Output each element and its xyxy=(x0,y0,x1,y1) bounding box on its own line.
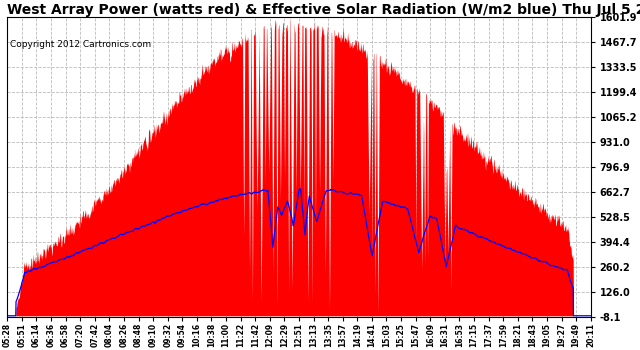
Text: West Array Power (watts red) & Effective Solar Radiation (W/m2 blue) Thu Jul 5 2: West Array Power (watts red) & Effective… xyxy=(7,3,640,17)
Text: Copyright 2012 Cartronics.com: Copyright 2012 Cartronics.com xyxy=(10,40,151,49)
